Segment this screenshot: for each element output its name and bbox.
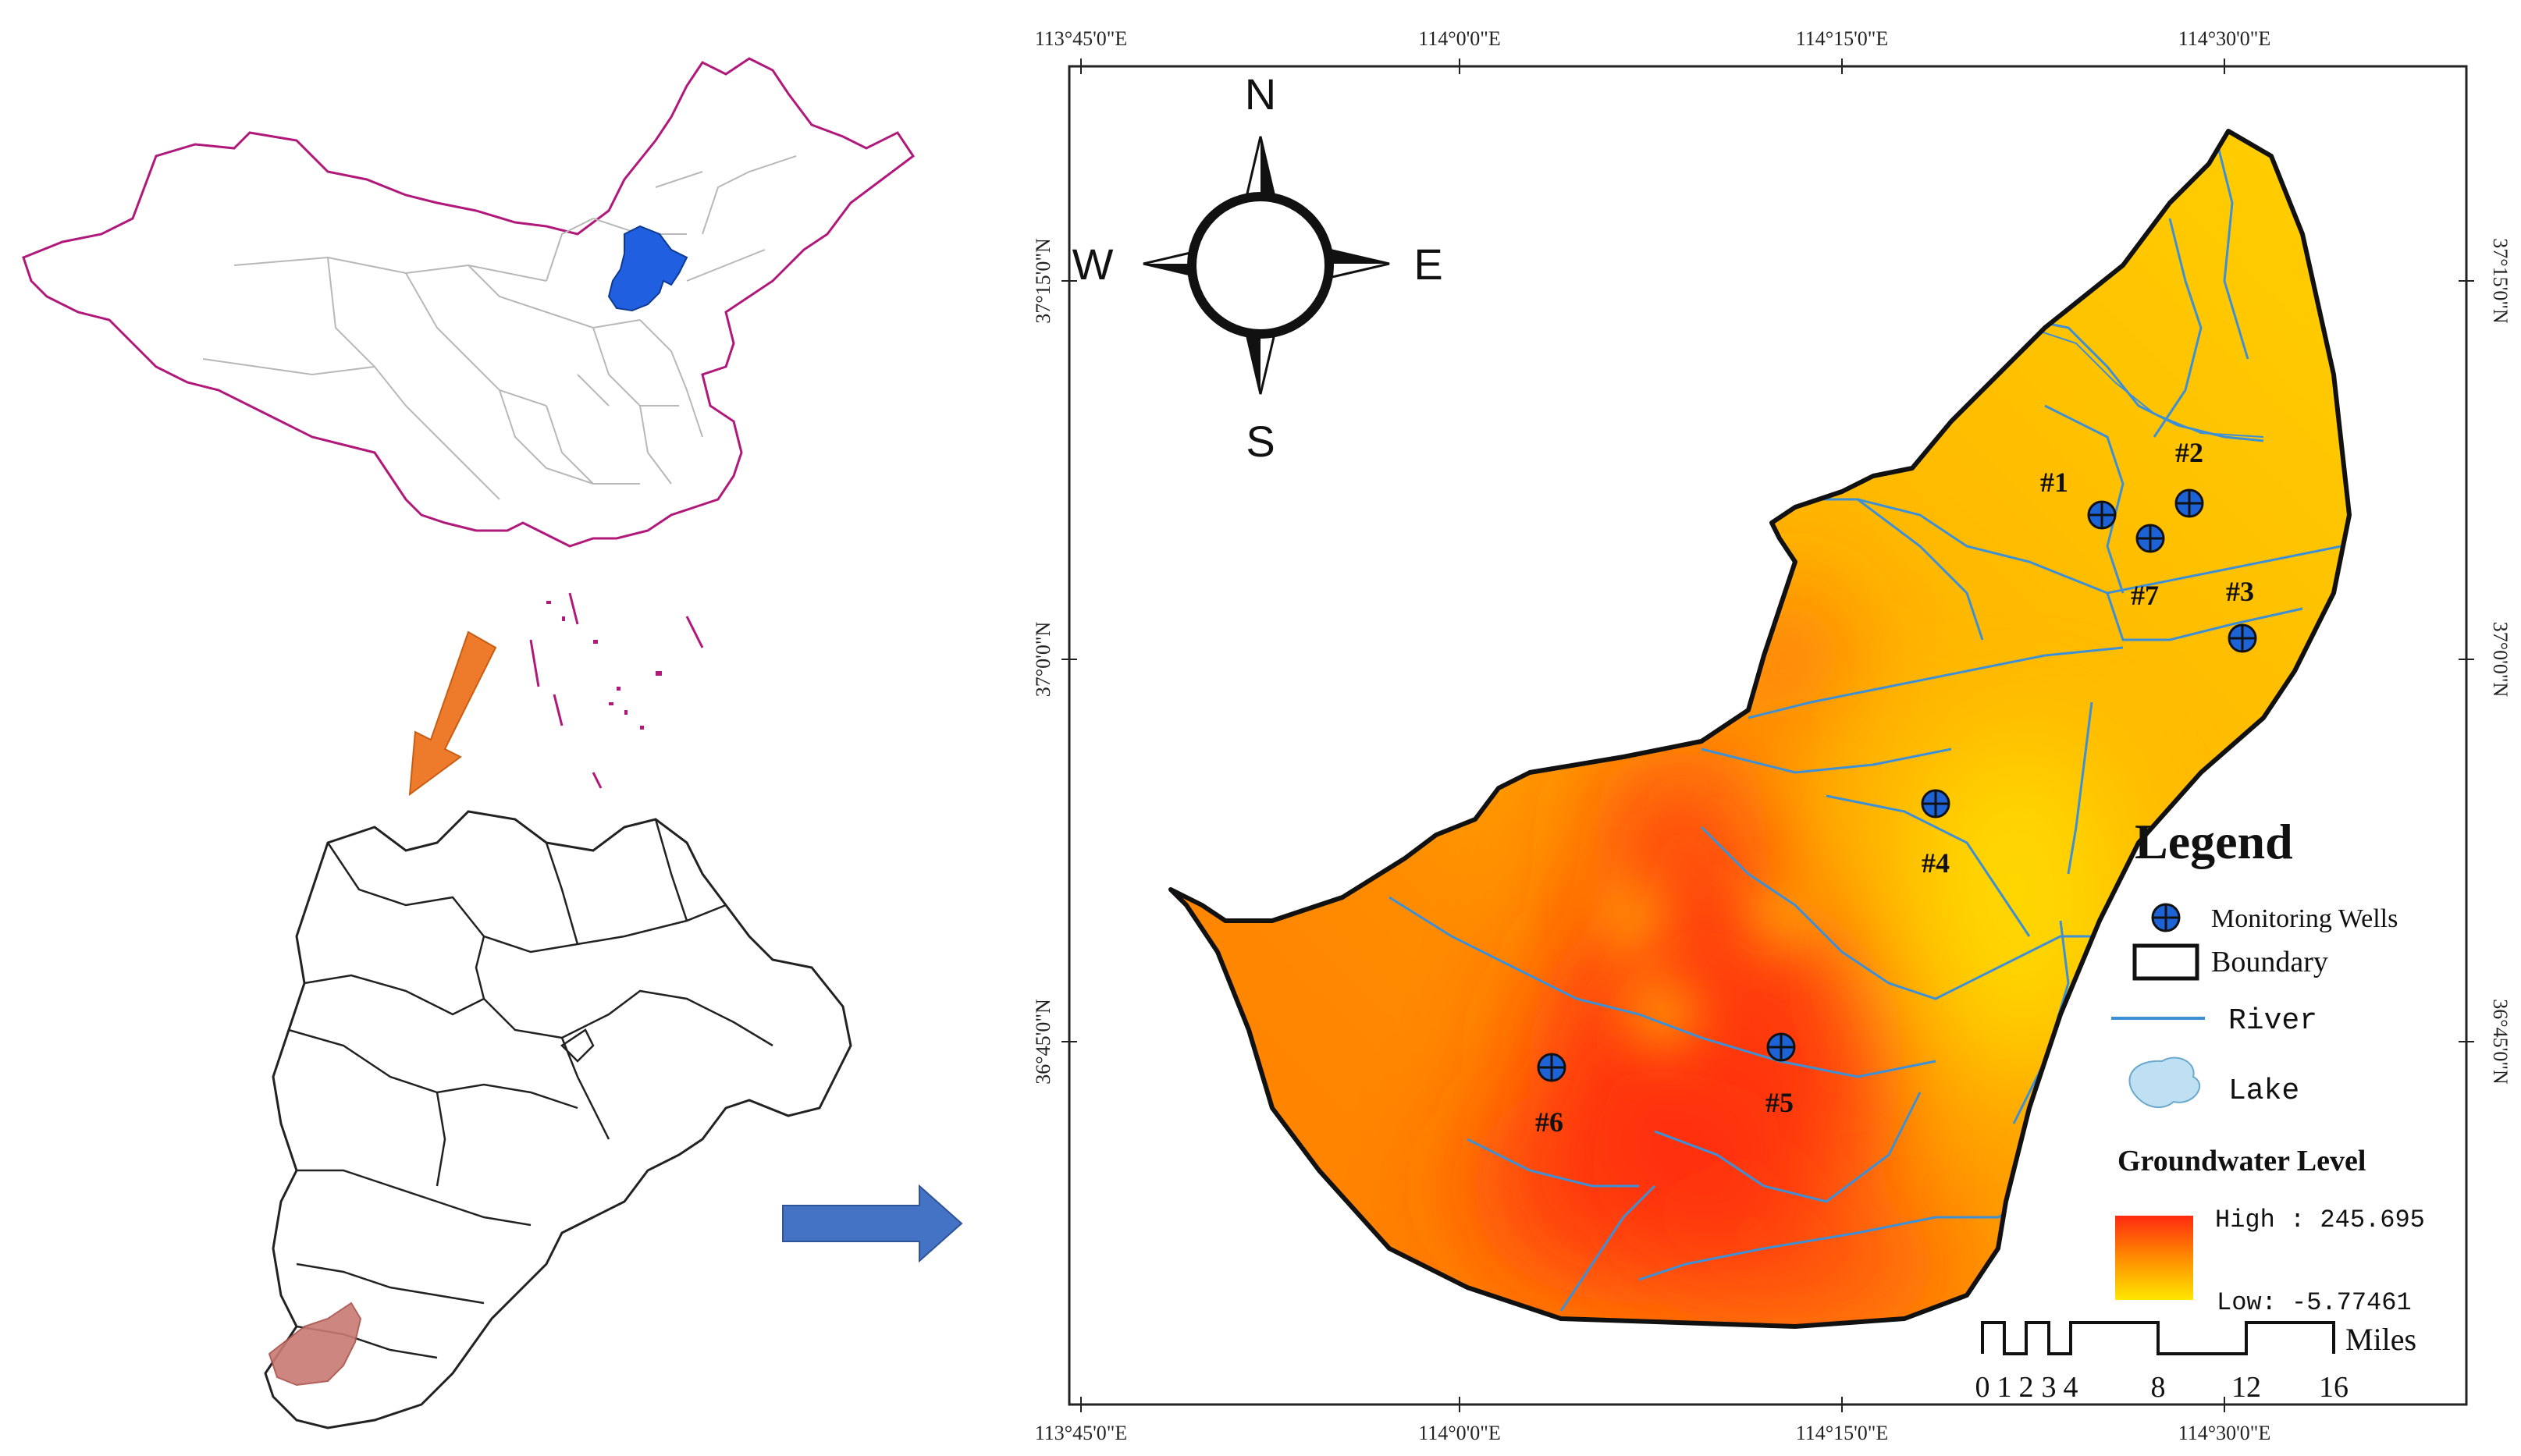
well-5: #5	[1765, 1032, 1796, 1118]
legend-item-lake: Lake	[2128, 1056, 2299, 1109]
legend-item-river: River	[2111, 1004, 2317, 1038]
lon-label-top-2: 114°0'0"E	[1418, 27, 1501, 50]
crosshair-circle-icon	[2228, 623, 2257, 653]
crosshair-circle-icon	[2174, 488, 2204, 518]
hebei-outline	[264, 810, 852, 1429]
scale-tick-2: 2	[2019, 1371, 2034, 1404]
compass-e: E	[1413, 240, 1442, 289]
crosshair-circle-icon	[1921, 789, 1950, 819]
china-map	[22, 57, 916, 789]
scale-tick-0: 0	[1975, 1371, 1990, 1404]
legend: Legend Monitoring Wells Boundary River	[2111, 814, 2425, 1317]
groundwater-level-title: Groundwater Level	[2117, 1145, 2366, 1177]
legend-wells-label: Monitoring Wells	[2211, 904, 2398, 933]
compass-n: N	[1245, 69, 1276, 119]
longitude-labels-top: 113°45'0"E 114°0'0"E 114°15'0"E 114°30'0…	[1035, 27, 2271, 50]
south-china-sea-islands	[529, 592, 704, 789]
lon-label-bottom-4: 114°30'0"E	[2178, 1422, 2271, 1444]
crosshair-circle-icon	[2151, 903, 2181, 932]
lon-label-bottom-2: 114°0'0"E	[1418, 1422, 1501, 1444]
legend-item-wells: Monitoring Wells	[2151, 903, 2398, 933]
legend-river-label: River	[2228, 1004, 2317, 1038]
well-label-1: #1	[2040, 467, 2068, 498]
crosshair-circle-icon	[2135, 524, 2165, 553]
groundwater-color-ramp	[2115, 1216, 2193, 1300]
china-outline	[22, 57, 916, 548]
crosshair-circle-icon	[2087, 500, 2117, 530]
lon-label-top-4: 114°30'0"E	[2178, 27, 2271, 50]
legend-lake-label: Lake	[2228, 1074, 2299, 1108]
hebei-highlight	[607, 225, 688, 312]
lat-label-left-2: 37°0'0"N	[1032, 622, 1054, 698]
well-label-2: #2	[2175, 437, 2203, 468]
blue-arrow	[782, 1184, 963, 1263]
main-map: 113°45'0"E 114°0'0"E 114°15'0"E 114°30'0…	[1032, 27, 2512, 1444]
hebei-city-lines	[272, 819, 773, 1359]
scale-tick-3: 3	[2042, 1371, 2057, 1404]
lat-label-right-1: 37°15'0"N	[2489, 238, 2512, 324]
groundwater-low-label: Low: -5.77461	[2217, 1288, 2412, 1317]
legend-item-boundary: Boundary	[2132, 943, 2328, 981]
scale-tick-12: 12	[2231, 1371, 2261, 1404]
scale-tick-4: 4	[2064, 1371, 2078, 1404]
latitude-labels-left: 37°15'0"N 37°0'0"N 36°45'0"N	[1032, 238, 1054, 1085]
monitoring-wells: #1 #2 #3	[1535, 437, 2257, 1138]
scale-bar-line	[1981, 1321, 2335, 1355]
china-province-lines	[202, 155, 797, 500]
latitude-labels-right: 37°15'0"N 37°0'0"N 36°45'0"N	[2489, 238, 2512, 1085]
lat-label-right-3: 36°45'0"N	[2489, 999, 2512, 1085]
study-area-boundary	[1168, 129, 2352, 1329]
well-3: #3	[2226, 576, 2257, 653]
compass-s: S	[1246, 417, 1275, 466]
scale-tick-1: 1	[1997, 1371, 2012, 1404]
compass-rose-icon: N S W E	[1072, 69, 1443, 466]
lon-label-bottom-3: 114°15'0"E	[1796, 1422, 1889, 1444]
boundary-swatch	[2132, 943, 2199, 981]
lon-label-top-1: 113°45'0"E	[1035, 27, 1128, 50]
groundwater-high-label: High : 245.695	[2215, 1206, 2425, 1234]
hebei-map	[264, 810, 852, 1429]
well-6: #6	[1535, 1053, 1566, 1138]
lon-label-bottom-1: 113°45'0"E	[1035, 1422, 1128, 1444]
lake-blob-icon	[2128, 1056, 2201, 1109]
lon-label-top-3: 114°15'0"E	[1796, 27, 1889, 50]
well-7: #7	[2131, 524, 2165, 611]
compass-w: W	[1072, 240, 1114, 289]
crosshair-circle-icon	[1537, 1053, 1566, 1082]
legend-boundary-label: Boundary	[2211, 946, 2328, 978]
legend-title: Legend	[2135, 814, 2293, 869]
orange-arrow	[408, 630, 497, 797]
well-label-5: #5	[1765, 1087, 1794, 1118]
scale-tick-16: 16	[2319, 1371, 2349, 1404]
graticule-ticks	[1061, 59, 2474, 1412]
scale-tick-8: 8	[2151, 1371, 2166, 1404]
lat-label-left-3: 36°45'0"N	[1032, 999, 1054, 1085]
longitude-labels-bottom: 113°45'0"E 114°0'0"E 114°15'0"E 114°30'0…	[1035, 1422, 2271, 1444]
well-label-4: #4	[1922, 847, 1950, 879]
lat-label-left-1: 37°15'0"N	[1032, 238, 1054, 324]
well-label-3: #3	[2226, 576, 2254, 607]
well-label-7: #7	[2131, 580, 2159, 611]
well-1: #1	[2040, 467, 2117, 530]
crosshair-circle-icon	[1766, 1032, 1796, 1062]
lat-label-right-2: 37°0'0"N	[2489, 622, 2512, 698]
well-4: #4	[1921, 789, 1950, 879]
study-area-highlight	[268, 1302, 362, 1387]
scale-bar: 0 1 2 3 4 8 12 16 Miles	[1975, 1321, 2416, 1404]
well-label-6: #6	[1535, 1106, 1563, 1138]
well-2: #2	[2174, 437, 2204, 518]
scale-unit: Miles	[2345, 1322, 2416, 1357]
